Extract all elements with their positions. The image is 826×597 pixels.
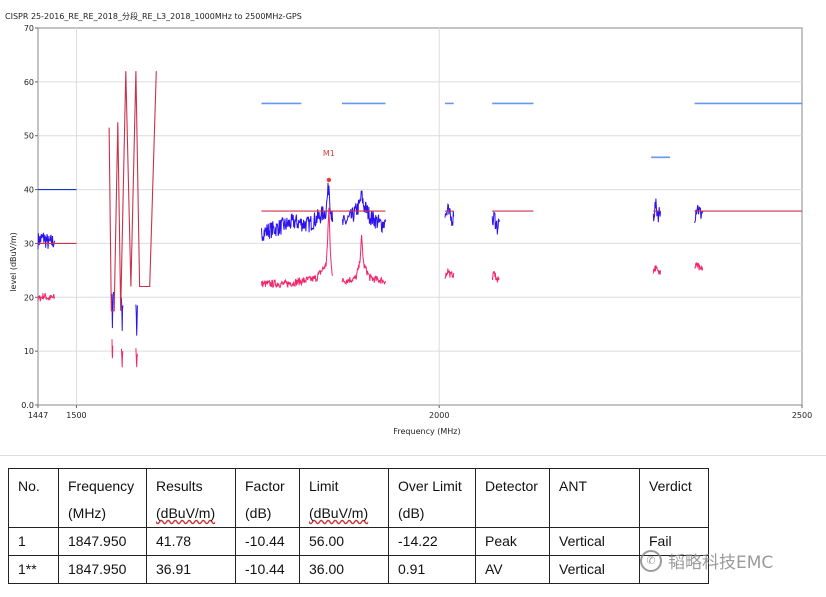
x-tick-label: 2500 [792, 411, 812, 420]
average-trace [111, 339, 114, 359]
cell-limit: 36.00 [299, 555, 389, 584]
peak-trace [444, 203, 455, 227]
peak-trace [261, 182, 334, 241]
cell-ant: Vertical [549, 527, 640, 556]
cell-verdict: Fail [639, 527, 709, 556]
limit-layer [38, 71, 802, 312]
results-table: No. Frequency (MHz) Results (dBuV/m) Facto… [8, 468, 709, 584]
peak-trace [111, 291, 114, 329]
average-trace [37, 293, 56, 302]
y-tick-label: 40 [24, 186, 34, 195]
peak-trace [694, 205, 704, 224]
x-tick-label: 1447 [28, 411, 48, 420]
average-trace [120, 348, 124, 368]
plot-area [37, 27, 803, 406]
cell-detector: Peak [475, 527, 550, 556]
header-no: No. [8, 468, 59, 528]
average-trace [694, 262, 704, 271]
average-trace [135, 348, 138, 368]
average-trace [444, 268, 455, 279]
peak-trace [341, 190, 386, 234]
average-limit-line [108, 71, 157, 312]
header-ant: ANT [549, 468, 640, 528]
y-tick-label: 20 [24, 293, 34, 302]
cell-detector: AV [475, 555, 550, 584]
average-trace [341, 234, 386, 286]
header-factor: Factor (dB) [235, 468, 300, 528]
cell-no: 1** [8, 555, 59, 584]
y-axis-label: level (dBuV/m) [9, 232, 18, 291]
cell-factor: -10.44 [235, 555, 300, 584]
cell-over-limit: 0.91 [388, 555, 476, 584]
peak-trace [491, 211, 500, 235]
header-frequency: Frequency (MHz) [58, 468, 147, 528]
series-layer [37, 182, 704, 368]
header-detector: Detector [475, 468, 550, 528]
header-results: Results (dBuV/m) [146, 468, 236, 528]
x-tick-label: 2000 [429, 411, 449, 420]
grid-layer [38, 28, 802, 405]
cell-results: 36.91 [146, 555, 236, 584]
wechat-icon: ✆ [640, 549, 662, 572]
peak-trace [652, 198, 661, 223]
emission-chart: CISPR 25-2016_RE_RE_2018_分段_RE_L3_2018_1… [5, 11, 812, 436]
header-verdict: Verdict [639, 468, 709, 528]
watermark-text: 韬略科技EMC [668, 553, 774, 573]
cell-over-limit: -14.22 [388, 527, 476, 556]
y-tick-label: 0.0 [21, 401, 34, 410]
cell-frequency: 1847.950 [58, 527, 147, 556]
tick-layer: 0.0 10 20 30 40 50 60 70 1447 1500 2000 2500 [21, 24, 812, 420]
separator [0, 455, 826, 456]
chart-title: CISPR 25-2016_RE_RE_2018_分段_RE_L3_2018_1… [5, 11, 302, 21]
cell-factor: -10.44 [235, 527, 300, 556]
cell-ant: Vertical [549, 555, 640, 584]
x-axis-label: Frequency (MHz) [393, 427, 460, 436]
marker-layer: M1 [323, 149, 335, 183]
y-tick-label: 10 [24, 347, 34, 356]
watermark: ✆ 韬略科技EMC [640, 548, 773, 573]
cell-results: 41.78 [146, 527, 236, 556]
cell-frequency: 1847.950 [58, 555, 147, 584]
table-header-row: No. Frequency (MHz) Results (dBuV/m) Facto… [8, 468, 709, 528]
cell-limit: 56.00 [299, 527, 389, 556]
peak-trace [135, 304, 138, 336]
table-row: 1** 1847.950 36.91 -10.44 36.00 0.91 AV … [8, 555, 709, 584]
average-trace [652, 265, 661, 275]
header-over-limit: Over Limit (dB) [388, 468, 476, 528]
y-tick-label: 50 [24, 132, 34, 141]
y-tick-label: 30 [24, 239, 34, 248]
peak-trace [37, 232, 56, 250]
average-trace [491, 271, 500, 284]
y-tick-label: 70 [24, 24, 34, 33]
marker-label: M1 [323, 149, 335, 158]
x-tick-label: 1500 [66, 411, 86, 420]
peak-trace [120, 297, 124, 331]
table-row: 1 1847.950 41.78 -10.44 56.00 -14.22 Pea… [8, 527, 709, 556]
cell-no: 1 [8, 527, 59, 556]
header-limit: Limit (dBuV/m) [299, 468, 389, 528]
average-trace [261, 207, 334, 289]
marker-point [326, 177, 332, 183]
y-tick-label: 60 [24, 78, 34, 87]
